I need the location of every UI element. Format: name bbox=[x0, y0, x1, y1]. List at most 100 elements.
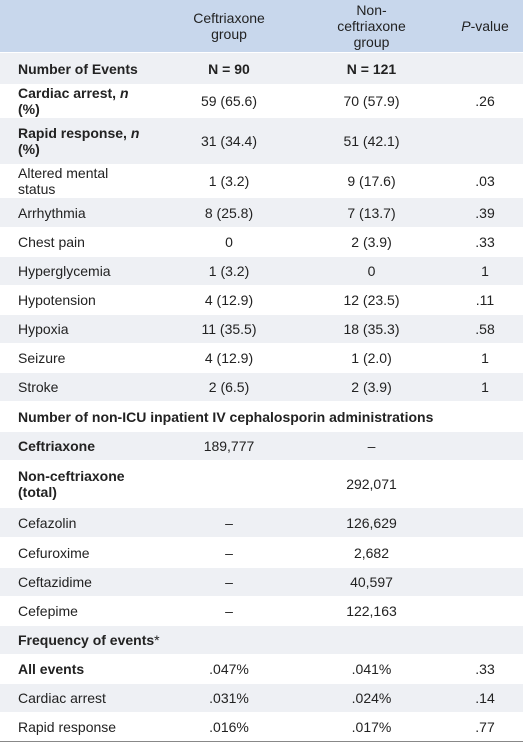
label-part: Number of non-ICU inpatient IV cephalosp… bbox=[18, 408, 434, 425]
table-row: Cefuroxime – 2,682 bbox=[0, 537, 523, 568]
label-part: Cardiac arrest, bbox=[18, 85, 120, 101]
value-cell: 12 (23.5) bbox=[296, 285, 447, 315]
header-text-part: P bbox=[461, 18, 471, 34]
row-label-text: Hypotension bbox=[18, 292, 96, 308]
header-cell bbox=[0, 0, 162, 53]
row-label-text: Number of non-ICU inpatient IV cephalosp… bbox=[18, 409, 433, 425]
cell-text: 59 (65.6) bbox=[200, 93, 258, 109]
value-cell: 1 bbox=[447, 343, 523, 373]
row-label: Hyperglycemia bbox=[0, 256, 162, 286]
header-cell: Non-ceftriaxone group bbox=[296, 0, 447, 53]
table-row: All events .047% .041% .33 bbox=[0, 654, 523, 684]
value-cell: 51 (42.1) bbox=[296, 117, 447, 165]
row-label: Rapid response, n (%) bbox=[0, 117, 162, 165]
cell-text: – bbox=[225, 514, 233, 531]
table-row: Non-ceftriaxone (total) 292,071 bbox=[0, 460, 523, 508]
label-part: Chest pain bbox=[18, 234, 85, 250]
label-part: Hyperglycemia bbox=[18, 263, 111, 279]
cell-text: .11 bbox=[475, 292, 495, 308]
value-cell: .016% bbox=[162, 712, 296, 742]
cell-text: – bbox=[367, 438, 376, 454]
row-label-text: Cardiac arrest, n (%) bbox=[18, 85, 143, 117]
value-cell: .047% bbox=[162, 654, 296, 684]
value-cell bbox=[447, 431, 523, 461]
label-part: Cefepime bbox=[18, 603, 78, 619]
row-label: Cefazolin bbox=[0, 507, 162, 538]
value-cell: 31 (34.4) bbox=[162, 117, 296, 165]
header-text: Ceftriaxone group bbox=[181, 10, 277, 42]
cell-text: 2 (3.9) bbox=[351, 234, 392, 250]
value-cell: .58 bbox=[447, 314, 523, 344]
header-cell: Ceftriaxone group bbox=[162, 0, 296, 53]
value-cell: N = 90 bbox=[162, 52, 296, 85]
table-row: Rapid response, n (%) 31 (34.4) 51 (42.1) bbox=[0, 117, 523, 165]
row-label: Frequency of events* bbox=[0, 625, 523, 655]
cell-text: 2 (6.5) bbox=[208, 379, 250, 395]
value-cell: 189,777 bbox=[162, 431, 296, 461]
cell-text: .33 bbox=[475, 234, 495, 250]
value-cell: .03 bbox=[447, 164, 523, 198]
label-part: Ceftazidime bbox=[18, 574, 92, 590]
value-cell: 2 (6.5) bbox=[162, 372, 296, 402]
cell-text: .39 bbox=[475, 204, 495, 221]
label-part: Altered mental status bbox=[18, 165, 109, 197]
table-header: Ceftriaxone group Non-ceftriaxone group P-… bbox=[0, 0, 523, 53]
row-label: Chest pain bbox=[0, 227, 162, 257]
label-part: Ceftriaxone bbox=[18, 438, 96, 454]
row-label-text: Ceftriaxone bbox=[18, 438, 95, 454]
value-cell: 4 (12.9) bbox=[162, 285, 296, 315]
header-text: Non-ceftriaxone group bbox=[324, 2, 420, 50]
cell-text: 1 bbox=[481, 350, 489, 366]
cell-text: 1 (3.2) bbox=[208, 263, 250, 279]
value-cell: 8 (25.8) bbox=[162, 197, 296, 228]
cell-text: 2,682 bbox=[353, 544, 390, 561]
value-cell: .33 bbox=[447, 227, 523, 257]
row-label-text: Non-ceftriaxone (total) bbox=[18, 468, 143, 500]
table-row: Stroke 2 (6.5) 2 (3.9) 1 bbox=[0, 372, 523, 402]
row-label: Cefuroxime bbox=[0, 537, 162, 568]
value-cell: 1 bbox=[447, 372, 523, 402]
label-part: n bbox=[119, 85, 129, 101]
table-row: Frequency of events* bbox=[0, 625, 523, 655]
value-cell bbox=[447, 117, 523, 165]
value-cell: .77 bbox=[447, 712, 523, 742]
cell-text: 18 (35.3) bbox=[343, 321, 400, 337]
value-cell: 4 (12.9) bbox=[162, 343, 296, 373]
table-row: Hyperglycemia 1 (3.2) 0 1 bbox=[0, 256, 523, 286]
header-text: P-value bbox=[461, 18, 508, 34]
row-label: Ceftazidime bbox=[0, 567, 162, 597]
label-part: Rapid response bbox=[18, 719, 117, 735]
row-label: Hypoxia bbox=[0, 314, 162, 344]
row-label: Altered mental status bbox=[0, 164, 162, 198]
cell-text: 4 (12.9) bbox=[204, 292, 254, 308]
label-part: Seizure bbox=[18, 350, 66, 366]
cell-text: 31 (34.4) bbox=[200, 133, 258, 149]
header-cell: P-value bbox=[447, 0, 523, 53]
row-label: Arrhythmia bbox=[0, 197, 162, 228]
row-label-text: Number of Events bbox=[18, 61, 138, 77]
cell-text: 9 (17.6) bbox=[347, 173, 396, 189]
value-cell: 59 (65.6) bbox=[162, 84, 296, 118]
header-text-part: Non-ceftriaxone group bbox=[337, 2, 406, 50]
cell-text: 8 (25.8) bbox=[204, 204, 254, 221]
table-row: Cardiac arrest .031% .024% .14 bbox=[0, 683, 523, 713]
cell-text: 11 (35.5) bbox=[201, 321, 257, 337]
row-label-text: Hypoxia bbox=[18, 321, 69, 337]
row-label: All events bbox=[0, 654, 162, 684]
row-label: Number of non-ICU inpatient IV cephalosp… bbox=[0, 401, 523, 432]
value-cell: 2 (3.9) bbox=[296, 227, 447, 257]
cell-text: 0 bbox=[225, 234, 233, 250]
row-label-text: Rapid response, n (%) bbox=[18, 125, 143, 157]
table-row: Cardiac arrest, n (%) 59 (65.6) 70 (57.9).… bbox=[0, 84, 523, 118]
cell-text: – bbox=[225, 544, 233, 561]
table-row: Rapid response .016% .017% .77 bbox=[0, 712, 523, 742]
table-body: Number of Events N = 90 N = 121 Cardiac arr… bbox=[0, 52, 523, 742]
table-row: Hypoxia 11 (35.5) 18 (35.3) .58 bbox=[0, 314, 523, 344]
row-label-text: Stroke bbox=[18, 379, 58, 395]
value-cell bbox=[447, 507, 523, 538]
value-cell: 2,682 bbox=[296, 537, 447, 568]
cell-text: 51 (42.1) bbox=[343, 133, 400, 149]
row-label-text: Cefuroxime bbox=[18, 545, 90, 561]
table-row: Cefepime – 122,163 bbox=[0, 596, 523, 626]
cell-text: .041% bbox=[351, 661, 392, 677]
